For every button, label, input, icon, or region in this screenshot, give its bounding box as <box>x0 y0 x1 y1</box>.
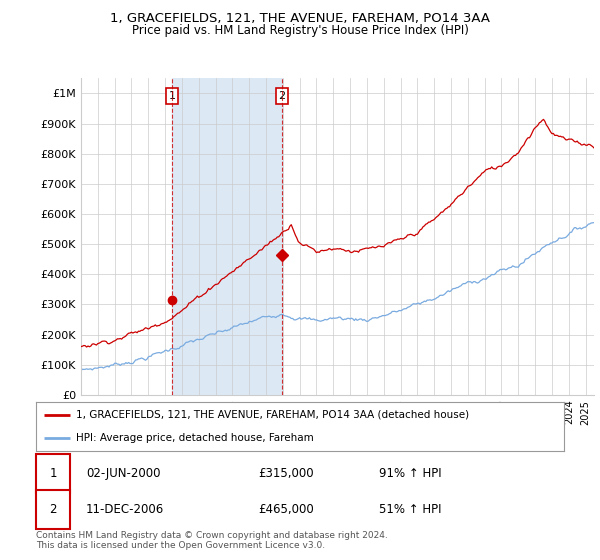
Text: 2: 2 <box>49 503 57 516</box>
Text: 51% ↑ HPI: 51% ↑ HPI <box>379 503 442 516</box>
Bar <box>172 78 282 395</box>
Text: 1: 1 <box>169 91 176 101</box>
Text: 2: 2 <box>278 91 286 101</box>
Text: £315,000: £315,000 <box>258 466 313 480</box>
FancyBboxPatch shape <box>36 490 70 529</box>
Text: Contains HM Land Registry data © Crown copyright and database right 2024.
This d: Contains HM Land Registry data © Crown c… <box>36 531 388 550</box>
Text: Price paid vs. HM Land Registry's House Price Index (HPI): Price paid vs. HM Land Registry's House … <box>131 24 469 37</box>
Text: 1: 1 <box>49 466 57 480</box>
Text: 1, GRACEFIELDS, 121, THE AVENUE, FAREHAM, PO14 3AA (detached house): 1, GRACEFIELDS, 121, THE AVENUE, FAREHAM… <box>76 410 469 420</box>
Text: HPI: Average price, detached house, Fareham: HPI: Average price, detached house, Fare… <box>76 433 313 444</box>
FancyBboxPatch shape <box>36 454 70 493</box>
Text: 1, GRACEFIELDS, 121, THE AVENUE, FAREHAM, PO14 3AA: 1, GRACEFIELDS, 121, THE AVENUE, FAREHAM… <box>110 12 490 25</box>
Text: £465,000: £465,000 <box>258 503 314 516</box>
Text: 11-DEC-2006: 11-DEC-2006 <box>86 503 164 516</box>
Text: 91% ↑ HPI: 91% ↑ HPI <box>379 466 442 480</box>
Text: 02-JUN-2000: 02-JUN-2000 <box>86 466 161 480</box>
